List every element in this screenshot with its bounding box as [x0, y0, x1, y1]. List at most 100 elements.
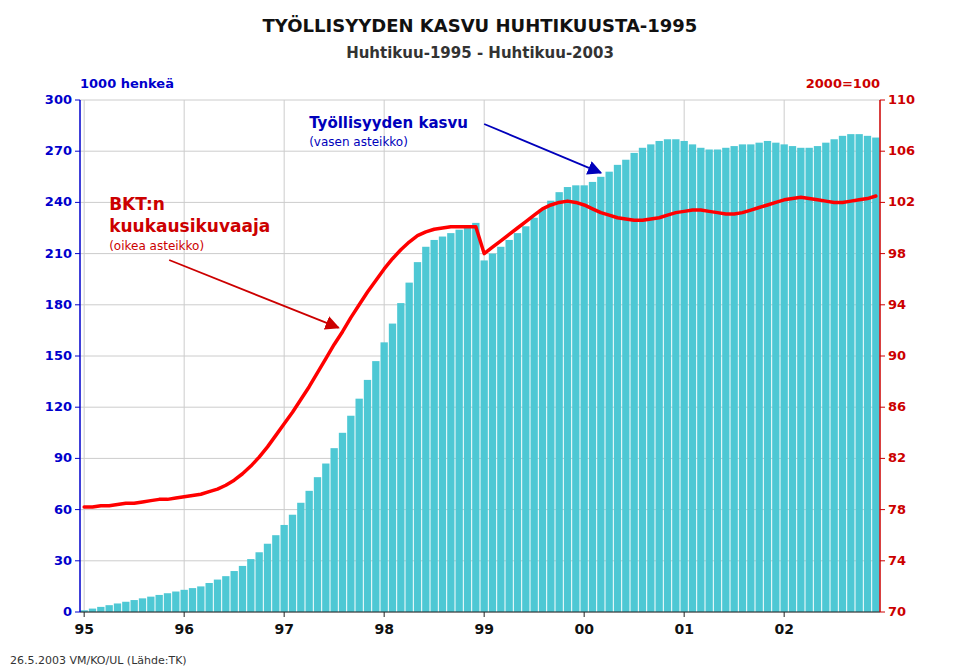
x-tick: [784, 612, 785, 617]
x-tick: [284, 612, 285, 617]
y2-tick-label: 106: [888, 143, 915, 158]
bar: [714, 149, 721, 612]
bar: [856, 134, 863, 612]
annotation: (oikea asteikko): [109, 239, 204, 253]
y-tick: [75, 304, 80, 305]
bar: [397, 303, 404, 612]
bar: [356, 399, 363, 612]
y2-tick: [880, 612, 885, 613]
y2-tick: [880, 458, 885, 459]
y-tick-label: 150: [45, 348, 72, 363]
bar: [472, 223, 479, 612]
y-tick: [75, 100, 80, 101]
x-tick-label: 97: [274, 621, 293, 637]
bar: [447, 233, 454, 612]
bar: [164, 593, 171, 612]
subtitle: Huhtikuu-1995 - Huhtikuu-2003: [346, 44, 614, 62]
bar: [697, 148, 704, 612]
bar: [872, 138, 879, 612]
bar: [189, 588, 196, 612]
y-tick-label: 30: [54, 553, 72, 568]
bar: [864, 136, 871, 612]
annotations: Työllisyyden kasvu(vasen asteikko)BKT:nk…: [109, 114, 601, 328]
y-tick-label: 0: [63, 604, 72, 619]
grid-line-x: [184, 100, 185, 612]
bar: [122, 602, 129, 612]
x-tick-label: 98: [374, 621, 393, 637]
y2-tick-label: 70: [888, 604, 906, 619]
x-tick: [484, 612, 485, 617]
axes: 0306090120150180210240270300707478828690…: [45, 92, 915, 637]
grid-line-y: [80, 100, 880, 101]
x-tick: [384, 612, 385, 617]
y2-tick-label: 86: [888, 399, 906, 414]
bar: [381, 342, 388, 612]
bar: [547, 201, 554, 612]
bar: [264, 544, 271, 612]
bar: [481, 260, 488, 612]
bar: [789, 146, 796, 612]
bar: [339, 433, 346, 612]
bar: [647, 144, 654, 612]
y2-tick-label: 94: [888, 297, 906, 312]
bar: [406, 283, 413, 612]
bar: [456, 230, 463, 612]
bar: [831, 139, 838, 612]
x-tick-label: 96: [174, 621, 193, 637]
bar: [372, 361, 379, 612]
grid-line-x: [84, 100, 85, 612]
bar: [197, 586, 204, 612]
y2-tick: [880, 560, 885, 561]
bar: [847, 134, 854, 612]
y2-tick-label: 98: [888, 246, 906, 261]
bar: [489, 254, 496, 612]
bar: [781, 144, 788, 612]
y-tick-label: 300: [45, 92, 72, 107]
bar: [514, 233, 521, 612]
y-tick: [75, 356, 80, 357]
y2-tick: [880, 151, 885, 152]
bar: [222, 576, 229, 612]
bar: [497, 247, 504, 612]
title: TYÖLLISYYDEN KASVU HUHTIKUUSTA-1995: [263, 15, 698, 36]
y-tick: [75, 612, 80, 613]
y2-tick-label: 102: [888, 194, 915, 209]
bar: [772, 143, 779, 612]
y2-tick-label: 78: [888, 502, 906, 517]
bar: [314, 477, 321, 612]
bar: [522, 226, 529, 612]
bar: [139, 598, 146, 612]
annotation-arrow: [484, 124, 601, 173]
bar: [347, 416, 354, 612]
y2-tick-label: 110: [888, 92, 915, 107]
x-tick: [584, 612, 585, 617]
bar: [364, 380, 371, 612]
annotation: kuukausikuvaaja: [109, 216, 270, 236]
bar: [231, 571, 238, 612]
bar: [581, 185, 588, 612]
y-tick: [75, 151, 80, 152]
chart: TYÖLLISYYDEN KASVU HUHTIKUUSTA-1995 Huhti…: [0, 0, 960, 672]
x-tick-label: 02: [774, 621, 793, 637]
y-tick-label: 270: [45, 143, 72, 158]
bar: [639, 148, 646, 612]
bar: [239, 566, 246, 612]
marks: [81, 134, 880, 612]
bar: [181, 590, 188, 612]
y2-tick: [880, 253, 885, 254]
bar: [414, 262, 421, 612]
bar: [281, 525, 288, 612]
bar: [389, 324, 396, 612]
y-tick: [75, 407, 80, 408]
y2-tick: [880, 356, 885, 357]
x-tick: [184, 612, 185, 617]
bar: [706, 149, 713, 612]
bar: [214, 580, 221, 612]
bar: [422, 247, 429, 612]
bar: [806, 148, 813, 612]
y2-tick: [880, 202, 885, 203]
footer: 26.5.2003 VM/KO/UL (Lähde:TK): [10, 654, 187, 667]
annotation: Työllisyyden kasvu: [309, 114, 468, 132]
bar: [206, 583, 213, 612]
bar: [131, 600, 138, 612]
